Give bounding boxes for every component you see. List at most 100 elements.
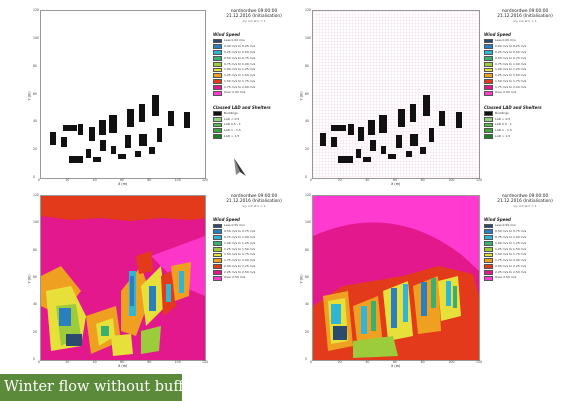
building — [109, 115, 117, 133]
legend-item: 1.50 m/s to 1.75 m/s — [213, 252, 295, 258]
legend-swatch — [213, 128, 222, 134]
legend-label: 1.00 m/s to 1.25 m/s — [495, 240, 527, 245]
legend-item: 1.75 m/s to 2.00 m/s — [484, 85, 566, 90]
simulation-date: 21.12.2016 (Initialisation) — [226, 13, 282, 19]
legend-label: LAD < 0.5 — [495, 116, 511, 121]
legend-swatch — [213, 275, 222, 281]
building — [406, 151, 412, 157]
legend-item: 0.75 m/s to 1.00 m/s — [484, 62, 566, 67]
y-tick-label: 40 — [33, 302, 38, 307]
x-axis-label: X (m) — [118, 182, 128, 186]
legend-swatch — [213, 50, 222, 56]
y-tick-label: 60 — [33, 275, 38, 279]
legend-label: LAD 0.5 - 1 — [224, 122, 241, 127]
legend-label: 0.25 m/s to 0.50 m/s — [495, 49, 527, 54]
x-tick-label: 100 — [448, 178, 455, 182]
legend-swatch — [213, 84, 222, 90]
legend-label: 1.25 m/s to 1.50 m/s — [495, 246, 527, 251]
legend-swatch — [213, 258, 222, 264]
y-axis-label: Y (m) — [299, 90, 304, 101]
building — [93, 157, 101, 162]
legend-swatch — [484, 252, 493, 258]
x-tick-label: 20 — [337, 178, 342, 182]
legend-swatch — [484, 84, 493, 90]
legend-item: LAD < 0.5 — [484, 117, 566, 122]
simulation-title: nordnordwe 09:00:00 — [230, 194, 278, 199]
legend-item: Less 0.00 m/s — [213, 38, 295, 44]
legend-label: 0.50 m/s to 0.75 m/s — [495, 229, 527, 234]
y-tick-label: 80 — [305, 63, 310, 68]
legend-panel-bottom-right: nordnordwe 09:00:00 21.12.2016 (Initiali… — [484, 194, 566, 281]
legend-item: 0.75 m/s to 1.00 m/s — [213, 62, 295, 67]
legend-item: 1.75 m/s to 2.00 m/s — [484, 258, 566, 264]
building — [89, 127, 95, 141]
building — [348, 124, 354, 135]
y-tick-label: 20 — [33, 147, 38, 152]
y-tick-label: 0 — [33, 175, 36, 179]
cut-label: x/y cut at k = 1 — [242, 18, 266, 23]
legend-label: Buildings — [224, 110, 238, 115]
slide-caption: Winter flow without buffer park — [0, 374, 237, 401]
legend-item: 1.75 m/s to 2.00 m/s — [213, 258, 295, 264]
legend-item: 0.50 m/s to 0.75 m/s — [484, 229, 566, 235]
x-tick-label: 100 — [448, 360, 455, 364]
y-tick-label: 80 — [33, 247, 38, 252]
legend-title: Wind Speed — [484, 32, 511, 38]
x-tick-label: 80 — [147, 360, 152, 364]
legend-label: 2.25 m/s to 2.50 m/s — [495, 269, 527, 274]
legend-item: LAD 1 - 1.5 — [484, 128, 566, 134]
legend-label: LAD < 0.5 — [224, 116, 240, 121]
legend-item: 1.00 m/s to 1.25 m/s — [213, 241, 295, 246]
x-tick-label: 0 — [38, 360, 41, 364]
legend-item: 0.50 m/s to 0.75 m/s — [213, 229, 295, 235]
legend-label: LAD > 1.5 — [224, 133, 240, 138]
legend-label: 2.25 m/s to 2.50 m/s — [224, 269, 256, 274]
y-tick-label: 20 — [305, 329, 310, 334]
legend-item: Over 2.50 m/s — [213, 275, 295, 281]
x-tick-label: 120 — [476, 360, 483, 364]
x-tick-label: 40 — [92, 178, 97, 182]
legend-label: Less 0.50 m/s — [224, 223, 245, 228]
legend-label: 0.75 m/s to 1.00 m/s — [495, 234, 527, 239]
building — [99, 120, 106, 135]
legend-panel-top-right: nordnordwe 09:00:00 21.12.2016 (Initiali… — [484, 9, 566, 140]
legend-swatch — [213, 111, 222, 116]
x-axis-label: X (m) — [391, 182, 401, 186]
simulation-title: nordnordwe 09:00:00 — [230, 9, 278, 14]
legend-item: 0.75 m/s to 1.00 m/s — [213, 234, 295, 241]
y-tick-label: 100 — [305, 35, 312, 40]
legend-label: 0.75 m/s to 1.00 m/s — [495, 61, 527, 66]
legend-label: 1.50 m/s to 1.75 m/s — [495, 78, 527, 83]
legend-label: 1.75 m/s to 2.00 m/s — [495, 258, 527, 263]
legend-item: 1.25 m/s to 1.50 m/s — [213, 247, 295, 252]
legend-item: LAD > 1.5 — [484, 134, 566, 140]
legend-label: 0.50 m/s to 0.75 m/s — [224, 55, 256, 60]
building — [368, 120, 375, 135]
cut-label: x/y cut at k = 1 — [513, 18, 537, 23]
y-tick-label: 80 — [305, 247, 310, 252]
legend-label: 1.25 m/s to 1.50 m/s — [224, 73, 256, 78]
legend-label: 0.75 m/s to 1.00 m/s — [224, 234, 256, 239]
building — [398, 109, 405, 127]
wind-field-layer — [41, 196, 205, 360]
legend-item: Over 2.00 m/s — [484, 90, 566, 96]
legend-swatch — [213, 229, 222, 235]
layout-plot-top-right — [312, 10, 480, 179]
building — [78, 124, 83, 135]
legend-swatch — [484, 90, 493, 96]
legend-panel-bottom-left: nordnordwe 09:00:00 21.12.2016 (Initiali… — [213, 194, 295, 281]
building — [50, 132, 56, 145]
building — [429, 128, 434, 142]
y-axis-label: Y (m) — [27, 90, 32, 101]
grid-buildings-layer — [313, 11, 479, 178]
building — [381, 146, 386, 154]
legend-swatch — [484, 61, 493, 67]
legend-swatch — [484, 111, 493, 116]
building — [168, 111, 174, 126]
legend-item: 2.25 m/s to 2.50 m/s — [213, 270, 295, 275]
legend-swatch — [484, 264, 493, 269]
legend-swatch — [484, 128, 493, 134]
legend-swatch — [213, 116, 222, 122]
building — [370, 140, 376, 151]
simulation-title: nordnordwe 09:00:00 — [501, 194, 549, 199]
